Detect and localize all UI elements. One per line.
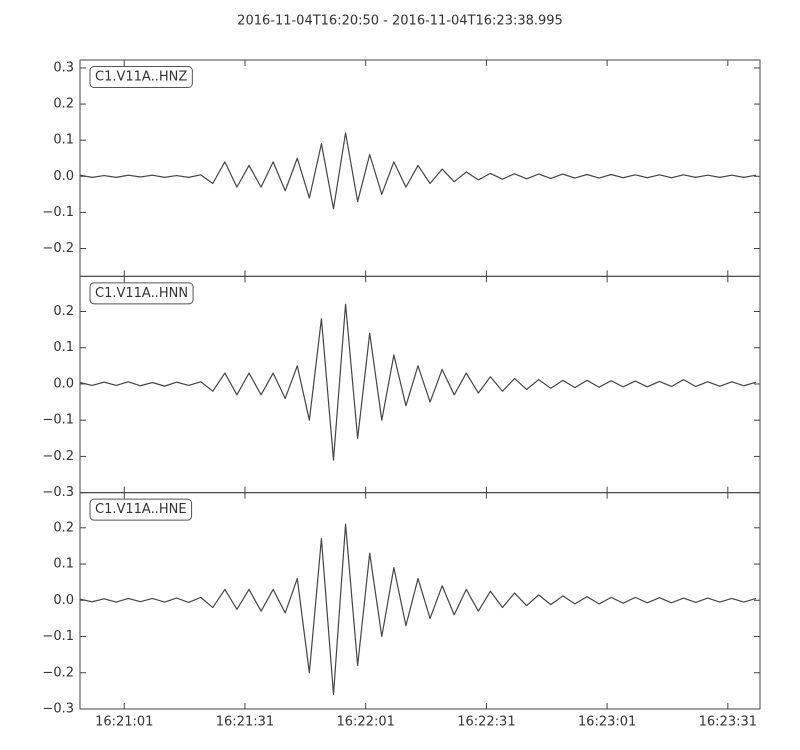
trace-label: C1.V11A..HNZ bbox=[95, 70, 187, 85]
waveform bbox=[79, 303, 757, 461]
y-tick-label: −0.3 bbox=[42, 701, 74, 716]
y-tick-label: −0.1 bbox=[42, 205, 74, 220]
waveform bbox=[79, 523, 757, 696]
y-tick-label: 0.0 bbox=[53, 593, 74, 608]
x-tick-label: 16:21:31 bbox=[216, 714, 274, 729]
trace-label-box bbox=[89, 282, 194, 305]
trace-label-box bbox=[89, 66, 193, 88]
plot-frame bbox=[79, 492, 761, 710]
y-tick-label: 0.2 bbox=[53, 520, 74, 535]
y-tick-label: 0.2 bbox=[53, 97, 74, 112]
y-tick-label: 0.0 bbox=[53, 376, 74, 391]
x-tick-label: 16:22:01 bbox=[336, 714, 394, 729]
y-tick-label: 0.1 bbox=[53, 340, 74, 355]
y-tick-label: 0.0 bbox=[53, 169, 74, 184]
x-tick-label: 16:23:31 bbox=[699, 714, 757, 729]
trace-label-box bbox=[89, 498, 193, 521]
x-tick-label: 16:21:01 bbox=[95, 714, 153, 729]
y-tick-label: 0.3 bbox=[53, 60, 74, 75]
waveform bbox=[79, 132, 757, 210]
y-tick-label: −0.2 bbox=[42, 665, 74, 680]
y-tick-label: 0.1 bbox=[53, 133, 74, 148]
x-tick-label: 16:23:01 bbox=[578, 714, 636, 729]
y-tick-label: −0.2 bbox=[42, 241, 74, 256]
trace-label: C1.V11A..HNN bbox=[95, 286, 188, 301]
y-tick-label: −0.1 bbox=[42, 629, 74, 644]
chart-title: 2016-11-04T16:20:50 - 2016-11-04T16:23:3… bbox=[237, 14, 563, 29]
y-tick-label: 0.2 bbox=[53, 304, 74, 319]
trace-label: C1.V11A..HNE bbox=[95, 502, 187, 517]
y-tick-label: −0.3 bbox=[42, 485, 74, 500]
y-tick-label: −0.1 bbox=[42, 413, 74, 428]
y-tick-label: −0.2 bbox=[42, 449, 74, 464]
x-tick-label: 16:22:31 bbox=[457, 714, 515, 729]
y-tick-label: 0.1 bbox=[53, 557, 74, 572]
